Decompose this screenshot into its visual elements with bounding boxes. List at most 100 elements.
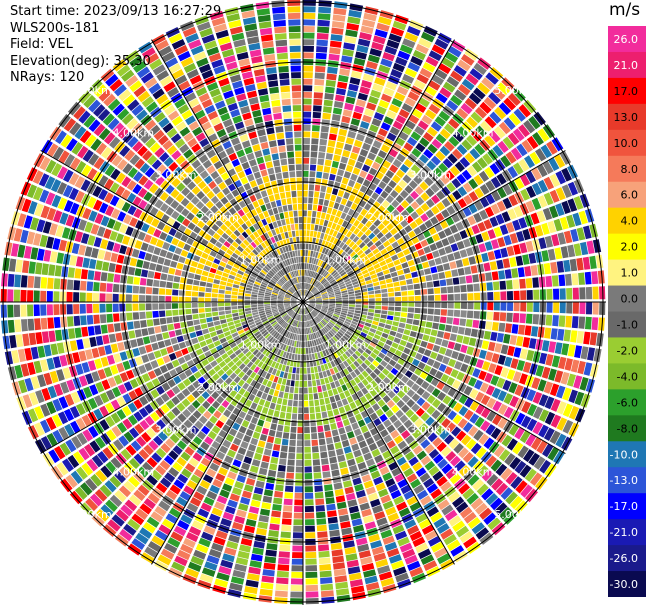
- velocity-bin: [250, 346, 257, 353]
- velocity-bin: [266, 325, 273, 331]
- velocity-bin: [441, 302, 448, 309]
- velocity-bin: [237, 550, 250, 560]
- velocity-bin: [215, 356, 224, 364]
- velocity-bin: [333, 101, 344, 109]
- velocity-bin: [321, 254, 327, 261]
- velocity-bin: [436, 190, 446, 200]
- velocity-bin: [481, 77, 495, 90]
- velocity-bin: [400, 285, 408, 291]
- velocity-bin: [469, 413, 480, 424]
- velocity-bin: [559, 302, 566, 314]
- velocity-bin: [478, 433, 489, 445]
- velocity-bin: [286, 406, 292, 413]
- velocity-bin: [348, 464, 358, 473]
- velocity-bin: [353, 315, 360, 320]
- velocity-bin: [300, 315, 302, 321]
- velocity-bin: [353, 227, 360, 235]
- velocity-bin: [364, 248, 372, 255]
- velocity-bin: [97, 249, 106, 260]
- velocity-bin: [57, 197, 68, 210]
- velocity-bin: [264, 400, 271, 408]
- velocity-bin: [212, 478, 223, 488]
- velocity-bin: [219, 261, 227, 268]
- velocity-bin: [344, 246, 351, 253]
- velocity-bin: [257, 361, 264, 368]
- velocity-bin: [479, 382, 489, 393]
- velocity-bin: [384, 541, 398, 552]
- velocity-bin: [76, 339, 84, 350]
- velocity-bin: [452, 148, 463, 160]
- velocity-bin: [374, 511, 386, 520]
- velocity-bin: [493, 312, 500, 321]
- velocity-bin: [320, 232, 325, 240]
- velocity-bin: [294, 306, 299, 312]
- velocity-bin: [142, 461, 154, 473]
- velocity-bin: [458, 447, 469, 459]
- velocity-bin: [405, 120, 416, 130]
- velocity-bin: [200, 323, 208, 330]
- velocity-bin: [323, 391, 329, 398]
- velocity-bin: [305, 552, 317, 559]
- velocity-bin: [321, 247, 327, 254]
- velocity-bin: [310, 426, 317, 433]
- velocity-bin: [313, 318, 319, 324]
- velocity-bin: [341, 325, 349, 330]
- velocity-bin: [315, 406, 321, 413]
- velocity-bin: [555, 433, 567, 448]
- velocity-bin: [343, 368, 350, 376]
- velocity-bin: [413, 484, 425, 495]
- velocity-bin: [449, 261, 457, 270]
- velocity-bin: [338, 258, 345, 265]
- velocity-bin: [195, 348, 204, 356]
- velocity-bin: [276, 349, 282, 356]
- velocity-bin: [391, 199, 400, 208]
- velocity-bin: [84, 246, 93, 257]
- velocity-bin: [452, 496, 465, 508]
- velocity-bin: [346, 90, 358, 98]
- velocity-bin: [312, 289, 318, 294]
- velocity-bin: [420, 31, 435, 43]
- velocity-bin: [436, 264, 444, 272]
- velocity-bin: [367, 345, 375, 352]
- velocity-bin: [320, 132, 329, 140]
- velocity-bin: [108, 333, 117, 343]
- velocity-bin: [30, 346, 39, 360]
- velocity-bin: [473, 62, 487, 76]
- velocity-bin: [401, 103, 413, 113]
- velocity-bin: [340, 271, 347, 277]
- velocity-bin: [296, 341, 299, 348]
- velocity-bin: [364, 392, 373, 401]
- velocity-bin: [113, 353, 122, 363]
- velocity-bin: [176, 262, 184, 270]
- velocity-bin: [400, 352, 409, 360]
- velocity-bin: [508, 112, 521, 126]
- velocity-bin: [40, 317, 48, 330]
- velocity-bin: [145, 303, 152, 311]
- velocity-bin: [146, 457, 158, 468]
- velocity-bin: [391, 241, 399, 249]
- velocity-bin: [228, 274, 236, 280]
- velocity-bin: [276, 334, 282, 341]
- velocity-bin: [308, 305, 314, 310]
- velocity-bin: [380, 93, 392, 103]
- velocity-bin: [420, 213, 429, 222]
- velocity-bin: [266, 543, 278, 551]
- velocity-bin: [306, 230, 310, 237]
- velocity-bin: [117, 384, 127, 395]
- velocity-bin: [435, 179, 445, 189]
- velocity-bin: [332, 374, 338, 381]
- velocity-bin: [215, 270, 223, 276]
- velocity-bin: [379, 236, 388, 244]
- velocity-bin: [407, 424, 418, 434]
- velocity-bin: [354, 313, 361, 317]
- velocity-bin: [327, 221, 333, 228]
- velocity-bin: [328, 295, 335, 298]
- velocity-bin: [285, 479, 294, 486]
- velocity-bin: [334, 575, 348, 583]
- velocity-bin: [390, 367, 399, 376]
- velocity-bin: [362, 73, 374, 83]
- velocity-bin: [28, 332, 37, 346]
- velocity-bin: [349, 233, 356, 241]
- velocity-bin: [561, 343, 570, 356]
- velocity-bin: [433, 315, 440, 323]
